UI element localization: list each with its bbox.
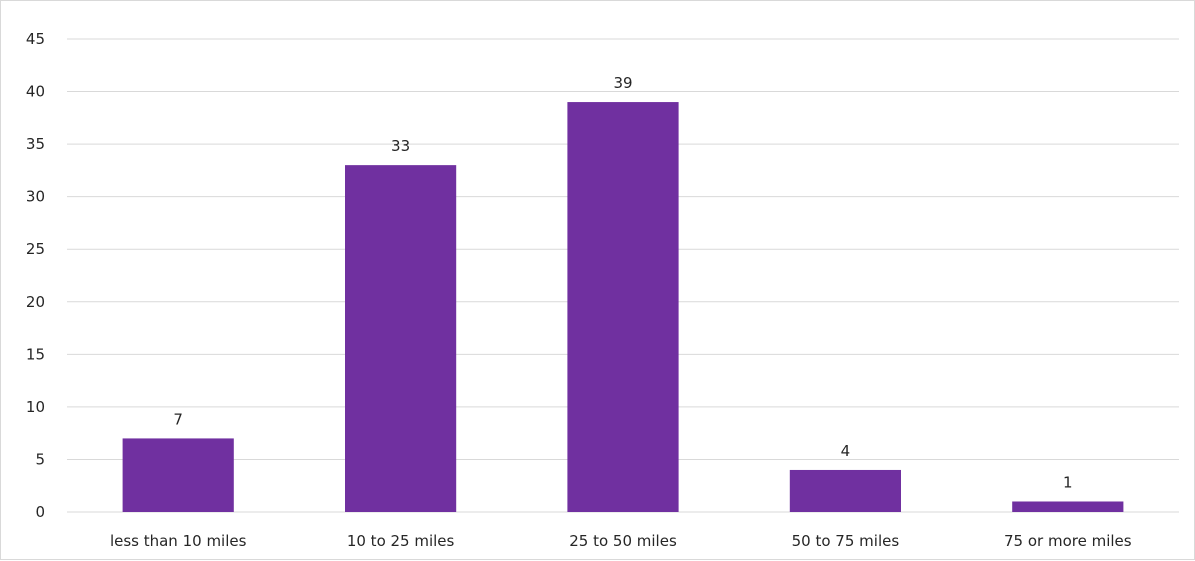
x-tick-label: less than 10 miles (110, 532, 247, 550)
y-axis-ticks: 0 5 10 15 20 25 30 35 40 45 (26, 30, 45, 521)
y-tick-label: 10 (26, 398, 45, 416)
data-label: 1 (1063, 473, 1073, 491)
y-tick-label: 15 (26, 345, 45, 363)
x-tick-label: 10 to 25 miles (347, 532, 455, 550)
y-tick-label: 45 (26, 30, 45, 48)
x-tick-label: 25 to 50 miles (569, 532, 677, 550)
x-axis-ticks: less than 10 miles 10 to 25 miles 25 to 50… (110, 532, 1132, 550)
y-tick-label: 30 (26, 188, 45, 206)
bar-2 (567, 102, 679, 513)
bar-4 (1012, 501, 1124, 512)
bar-0 (122, 438, 234, 512)
bar-1 (345, 165, 457, 512)
y-tick-label: 25 (26, 240, 45, 258)
data-labels: 7 33 39 4 1 (173, 74, 1072, 491)
x-tick-label: 50 to 75 miles (792, 532, 900, 550)
y-tick-label: 5 (35, 450, 45, 468)
y-tick-label: 20 (26, 293, 45, 311)
y-tick-label: 0 (35, 503, 45, 521)
y-tick-label: 40 (26, 83, 45, 101)
y-tick-label: 35 (26, 135, 45, 153)
x-tick-label: 75 or more miles (1004, 532, 1132, 550)
data-label: 7 (173, 410, 183, 428)
data-label: 4 (841, 442, 851, 460)
data-label: 39 (613, 74, 632, 92)
bars (122, 102, 1124, 513)
data-label: 33 (391, 137, 410, 155)
bar-3 (789, 469, 901, 512)
